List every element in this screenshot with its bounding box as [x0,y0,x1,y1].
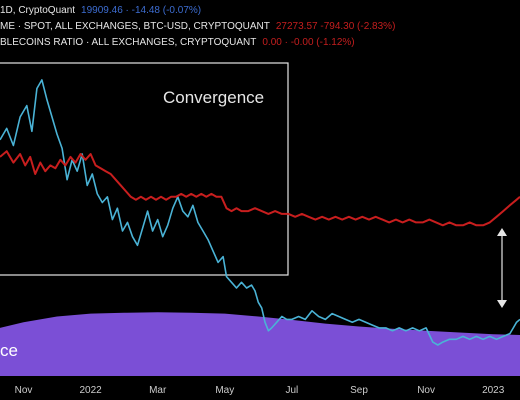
legend-row-index-value: 19909.46 · -14.48 (-0.07%) [81,5,202,16]
x-tick-label: Nov [417,385,435,396]
convergence-box [0,62,289,276]
x-tick-label: May [215,385,234,396]
divergence-arrow [497,228,507,308]
convergence-label: Convergence [163,88,264,107]
legend-row-index: 1D, CryptoQuant 19909.46 · -14.48 (-0.07%… [0,5,201,17]
legend-row-btc-price: ME · SPOT, ALL EXCHANGES, BTC-USD, CRYPT… [0,21,395,33]
x-tick-label: 2023 [482,385,505,396]
x-axis: Nov 2022 Mar May Jul Sep Nov 2023 [15,385,505,396]
area-label: ce [0,341,18,360]
x-tick-label: 2022 [79,385,102,396]
legend-row-stablecoins-ratio-name: BLECOINS RATIO · ALL EXCHANGES, CRYPTOQU… [0,37,257,48]
series-area-area [0,312,520,376]
series-ratio-line [0,150,520,227]
series-price-line [0,79,520,346]
x-tick-label: Jul [286,385,299,396]
legend-row-stablecoins-ratio-value: 0.00 · -0.00 (-1.12%) [262,37,355,48]
legend-row-btc-price-name: ME · SPOT, ALL EXCHANGES, BTC-USD, CRYPT… [0,21,270,32]
legend-row-index-name: 1D, CryptoQuant [0,5,76,16]
legend-row-stablecoins-ratio: BLECOINS RATIO · ALL EXCHANGES, CRYPTOQU… [0,37,355,49]
x-tick-label: Nov [15,385,33,396]
legend-row-btc-price-value: 27273.57 -794.30 (-2.83%) [275,21,396,32]
x-tick-label: Sep [350,385,368,396]
x-tick-label: Mar [149,385,167,396]
